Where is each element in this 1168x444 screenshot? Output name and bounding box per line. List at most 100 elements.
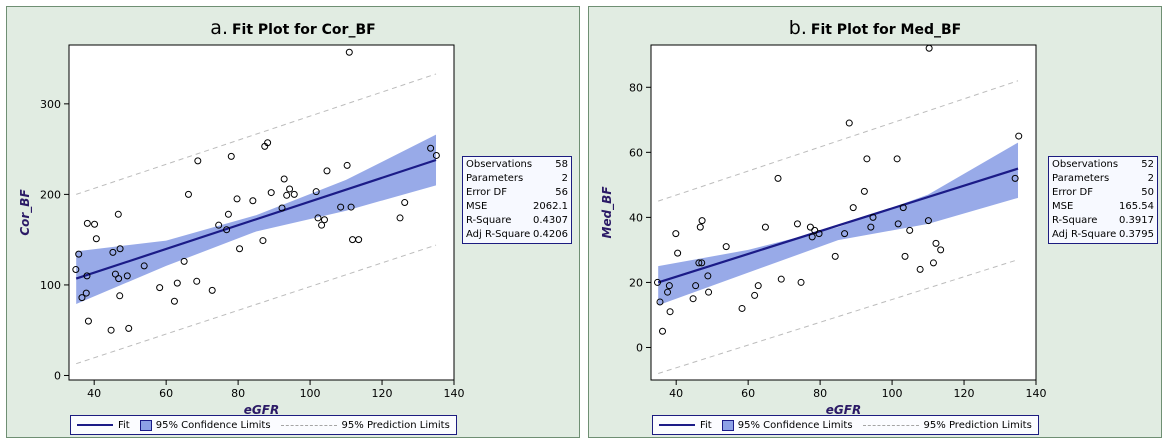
data-point [111,270,119,278]
data-point [401,199,409,207]
data-point [1015,132,1023,140]
stats-label: R-Square [466,215,512,226]
data-point [156,284,164,292]
data-point [72,266,80,274]
stats-value: 0.4206 [533,229,568,240]
data-point [83,272,91,280]
data-point [208,286,216,294]
y-tick-label: 20 [629,276,643,289]
data-point [754,282,762,290]
x-tick-label: 40 [87,387,101,400]
data-point [797,278,805,286]
data-point [656,298,664,306]
stats-row: MSE 165.54 [1052,200,1154,214]
data-point [815,230,823,238]
prediction-line-symbol [862,424,919,426]
x-tick-label: 140 [444,387,465,400]
legend-prediction-label: 95% Prediction Limits [341,419,450,431]
data-point [672,230,680,238]
stats-value: 0.3917 [1119,215,1154,226]
data-point [894,220,902,228]
data-point [92,235,100,243]
legend-prediction-label: 95% Prediction Limits [923,419,1032,431]
data-point [223,226,231,234]
data-point [236,245,244,253]
lower-prediction-limit [76,244,437,365]
data-point [860,187,868,195]
data-point [280,175,288,183]
stats-label: Adj R-Square [466,229,531,240]
data-point [83,219,91,227]
stats-row: Error DF 50 [1052,186,1154,200]
data-point [751,291,759,299]
stats-label: Adj R-Square [1052,229,1117,240]
data-point [264,139,272,147]
stats-row: Parameters 2 [466,172,568,186]
stats-label: Parameters [1052,173,1110,184]
data-point [323,167,331,175]
data-point [345,48,353,56]
legend-confidence-label: 95% Confidence Limits [737,419,853,431]
legend-item-fit: Fit [77,420,130,431]
data-point [925,44,933,52]
data-point [224,210,232,218]
data-point [937,246,945,254]
y-tick-label: 40 [629,211,643,224]
legend-item-confidence: 95% Confidence Limits [139,419,271,431]
data-point [227,152,235,160]
stats-row: Adj R-Square 0.3795 [1052,228,1154,242]
data-point [312,188,320,196]
y-tick-label: 60 [629,146,643,159]
plot-area [68,44,455,381]
x-tick-label: 60 [741,387,755,400]
data-point [664,288,672,296]
data-point [290,190,298,198]
stats-label: Error DF [466,187,508,198]
data-point [696,223,704,231]
stats-label: Error DF [1052,187,1094,198]
legend-fit-label: Fit [700,419,712,431]
data-point [82,289,90,297]
data-point [320,216,328,224]
chart-legend: Fit 95% Confidence Limits 95% Prediction… [70,415,457,435]
prediction-line-symbol [280,424,337,426]
panel-letter: a. [210,17,228,39]
legend-item-prediction: 95% Prediction Limits [862,419,1032,431]
plot-area [650,44,1037,381]
panel-letter: b. [788,17,807,39]
legend-fit-label: Fit [118,419,130,431]
stats-label: R-Square [1052,215,1098,226]
stats-label: Observations [1052,159,1119,170]
stats-label: MSE [1052,201,1074,212]
fit-statistics-table: Observations 52 Parameters 2 Error DF 50 MSE 16… [1048,156,1158,244]
upper-prediction-limit [658,80,1019,202]
data-point [109,248,117,256]
data-point [777,275,785,283]
stats-label: MSE [466,201,488,212]
legend-item-prediction: 95% Prediction Limits [280,419,450,431]
data-point [432,151,440,159]
data-point [355,236,363,244]
stats-row: R-Square 0.4307 [466,214,568,228]
data-point [869,213,877,221]
fit-line-symbol [77,424,113,426]
stats-value: 50 [1141,187,1154,198]
data-point [924,217,932,225]
x-tick-label: 100 [300,387,321,400]
data-point [653,278,661,286]
data-point [674,249,682,257]
data-point [738,304,746,312]
data-point [91,220,99,228]
data-point [841,230,849,238]
x-tick-label: 80 [813,387,827,400]
data-point [140,262,148,270]
data-point [427,144,435,152]
data-point [698,259,706,267]
data-point [173,279,181,287]
legend-item-confidence: 95% Confidence Limits [721,419,853,431]
panel-title: a. Fit Plot for Cor_BF [7,17,579,39]
data-point [867,223,875,231]
data-point [689,295,697,303]
data-point [863,155,871,163]
data-point [107,326,115,334]
